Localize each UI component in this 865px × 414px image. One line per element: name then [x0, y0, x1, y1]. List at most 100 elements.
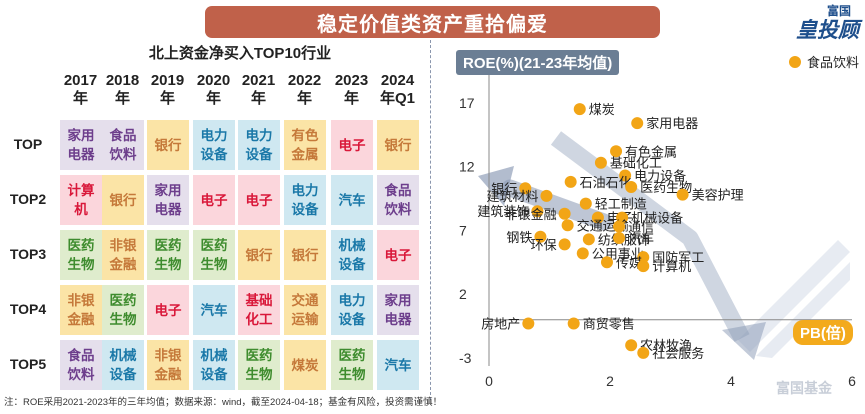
- watermark: 富国基金: [776, 380, 832, 396]
- industry-cell-text: 有色 金属: [292, 126, 319, 164]
- industry-cell-line: 银行: [154, 137, 182, 153]
- data-label: 计算机: [652, 260, 691, 275]
- data-label: 机械设备: [631, 211, 683, 227]
- industry-cell-line: 运输: [291, 312, 319, 327]
- industry-cell-text: 电力 设备: [246, 126, 273, 164]
- industry-cell-text: 煤炭: [292, 356, 319, 375]
- data-label: 基础化工: [610, 157, 662, 172]
- data-label: 国防军工: [652, 250, 704, 266]
- industry-cell: 交通 运输: [284, 285, 326, 335]
- data-point: [591, 211, 604, 224]
- x-tick-label: 0: [485, 373, 493, 389]
- trend-arrow-shaft: [550, 131, 750, 342]
- industry-cell-text: 汽车: [385, 356, 412, 375]
- industry-cell: 家用 电器: [377, 285, 419, 335]
- industry-cell-line: 设备: [200, 367, 228, 382]
- year-header: 2023 年: [329, 72, 374, 108]
- industry-cell-line: 银行: [384, 137, 412, 153]
- data-point: [540, 189, 553, 202]
- data-point: [564, 175, 577, 188]
- industry-cell: 电力 设备: [193, 120, 235, 170]
- industry-cell-text: 食品 饮料: [385, 181, 412, 219]
- data-point: [567, 317, 580, 330]
- industry-cell-line: 电器: [154, 202, 182, 217]
- x-tick-label: 2: [606, 373, 614, 389]
- y-tick-label: 17: [459, 95, 475, 111]
- data-label: 煤炭: [589, 103, 615, 118]
- data-point: [558, 207, 571, 220]
- industry-cell-line: 银行: [291, 247, 319, 263]
- industry-cell: 计算机: [60, 175, 102, 225]
- data-point: [558, 238, 571, 251]
- industry-cell: 银行: [284, 230, 326, 280]
- data-label: 电力设备: [634, 169, 686, 185]
- industry-cell-text: 电子: [339, 136, 366, 155]
- industry-cell-line: 医药: [154, 238, 182, 253]
- y-tick-label: -3: [459, 350, 472, 366]
- industry-cell-text: 电力 设备: [292, 181, 319, 219]
- data-point: [522, 317, 535, 330]
- industry-cell-line: 电力: [245, 128, 273, 143]
- industry-cell-line: 电子: [200, 192, 228, 208]
- data-point: [637, 346, 650, 359]
- industry-cell: 电力 设备: [284, 175, 326, 225]
- table-title: 北上资金净买入TOP10行业: [148, 45, 332, 62]
- y-tick-label: 7: [459, 222, 467, 238]
- industry-cell-text: 医药 生物: [201, 236, 228, 274]
- industry-cell-line: 基础: [245, 293, 273, 308]
- industry-cell: 医药 生物: [193, 230, 235, 280]
- industry-cell-line: 电子: [245, 192, 273, 208]
- year-header: 2018 年: [100, 72, 145, 108]
- industry-cell-text: 医药 生物: [110, 291, 137, 329]
- industry-cell-text: 银行: [246, 246, 273, 265]
- industry-cell: 非银 金融: [60, 285, 102, 335]
- data-label: 房地产: [481, 317, 520, 333]
- industry-cell-line: 电子: [384, 247, 412, 263]
- chart-legend: 食品饮料: [789, 52, 859, 71]
- industry-cell-text: 银行: [110, 191, 137, 210]
- data-point: [576, 247, 589, 260]
- data-point: [534, 230, 547, 243]
- industry-cell-text: 非银 金融: [155, 346, 182, 384]
- industry-cell-line: 汽车: [338, 192, 366, 208]
- industry-cell-text: 医药 生物: [68, 236, 95, 274]
- trend-arrow-head: [478, 166, 514, 206]
- industry-cell: 汽车: [377, 340, 419, 390]
- data-point: [637, 260, 650, 273]
- industry-cell-line: 机械: [109, 348, 137, 363]
- industry-cell-text: 电力 设备: [339, 291, 366, 329]
- industry-cell-text: 基础 化工: [246, 291, 273, 329]
- industry-cell-line: 化工: [245, 312, 273, 327]
- data-label: 环保: [531, 238, 557, 253]
- industry-cell: 电子: [193, 175, 235, 225]
- section-divider: [430, 40, 431, 400]
- industry-cell-line: 银行: [109, 192, 137, 208]
- data-label: 传媒: [616, 256, 642, 271]
- industry-cell-line: 电子: [154, 302, 182, 318]
- industry-cell: 家用 电器: [60, 120, 102, 170]
- industry-cell: 医药 生物: [331, 340, 373, 390]
- brand-logo: 富国 皇投顾: [769, 2, 859, 44]
- footnote: 注：ROE采用2021-2023年的三年均值；数据来源：wind，截至2024-…: [4, 397, 443, 408]
- industry-cell-text: 电子: [246, 191, 273, 210]
- data-point: [594, 156, 607, 169]
- industry-cell: 银行: [238, 230, 280, 280]
- industry-cell-line: 设备: [338, 312, 366, 327]
- industry-cell-line: 生物: [338, 367, 366, 382]
- page-title: 稳定价值类资产重拾偏爱: [317, 13, 548, 36]
- data-point: [610, 145, 623, 158]
- year-header: 2017 年: [58, 72, 103, 108]
- watermark-stripe: [738, 240, 850, 352]
- industry-cell-line: 饮料: [67, 367, 95, 382]
- industry-cell: 食品 饮料: [60, 340, 102, 390]
- legend-label: 食品饮料: [807, 55, 860, 70]
- data-point: [631, 117, 644, 130]
- industry-cell: 有色 金属: [284, 120, 326, 170]
- industry-cell: 汽车: [331, 175, 373, 225]
- rank-label: TOP4: [9, 301, 47, 317]
- data-label: 商贸零售: [583, 317, 635, 333]
- industry-cell-text: 医药 生物: [246, 346, 273, 384]
- rank-label: TOP: [13, 136, 43, 152]
- industry-cell: 电力 设备: [331, 285, 373, 335]
